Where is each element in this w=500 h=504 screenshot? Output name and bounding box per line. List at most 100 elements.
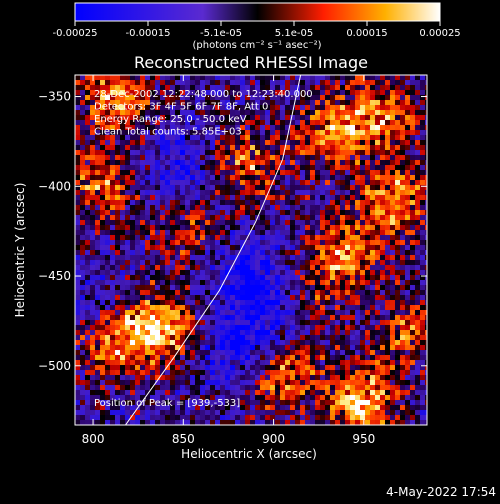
heatmap-cell — [265, 275, 271, 281]
heatmap-cell — [105, 320, 111, 326]
heatmap-cell — [230, 140, 236, 146]
heatmap-cell — [420, 280, 426, 286]
heatmap-cell — [125, 175, 131, 181]
heatmap-cell — [145, 360, 151, 366]
heatmap-cell — [350, 140, 356, 146]
heatmap-cell — [160, 415, 166, 421]
heatmap-cell — [215, 385, 221, 391]
heatmap-cell — [275, 255, 281, 261]
heatmap-cell — [95, 385, 101, 391]
heatmap-cell — [215, 265, 221, 271]
heatmap-cell — [385, 325, 391, 331]
heatmap-cell — [245, 410, 251, 416]
heatmap-cell — [415, 385, 421, 391]
heatmap-cell — [90, 175, 96, 181]
heatmap-cell — [155, 230, 161, 236]
heatmap-cell — [245, 75, 251, 81]
heatmap-cell — [175, 365, 181, 371]
heatmap-cell — [360, 245, 366, 251]
heatmap-cell — [410, 160, 416, 166]
heatmap-cell — [125, 270, 131, 276]
heatmap-cell — [260, 190, 266, 196]
heatmap-cell — [240, 235, 246, 241]
heatmap-cell — [365, 225, 371, 231]
heatmap-cell — [105, 80, 111, 86]
heatmap-cell — [285, 350, 291, 356]
heatmap-cell — [380, 240, 386, 246]
heatmap-cell — [95, 185, 101, 191]
heatmap-cell — [130, 245, 136, 251]
heatmap-cell — [260, 230, 266, 236]
heatmap-cell — [345, 200, 351, 206]
heatmap-cell — [300, 275, 306, 281]
heatmap-cell — [425, 400, 431, 406]
heatmap-cell — [225, 355, 231, 361]
heatmap-cell — [80, 405, 86, 411]
heatmap-cell — [85, 330, 91, 336]
heatmap-cell — [235, 175, 241, 181]
heatmap-cell — [220, 320, 226, 326]
heatmap-cell — [310, 385, 316, 391]
heatmap-cell — [325, 355, 331, 361]
heatmap-cell — [220, 200, 226, 206]
heatmap-cell — [260, 405, 266, 411]
heatmap-cell — [85, 180, 91, 186]
heatmap-cell — [195, 165, 201, 171]
heatmap-cell — [155, 170, 161, 176]
heatmap-cell — [265, 170, 271, 176]
heatmap-cell — [130, 315, 136, 321]
heatmap-cell — [170, 385, 176, 391]
heatmap-cell — [310, 140, 316, 146]
heatmap-cell — [425, 245, 431, 251]
heatmap-cell — [240, 210, 246, 216]
heatmap-cell — [230, 290, 236, 296]
heatmap-cell — [190, 265, 196, 271]
heatmap-cell — [210, 330, 216, 336]
heatmap-cell — [205, 150, 211, 156]
heatmap-cell — [275, 415, 281, 421]
heatmap-cell — [90, 365, 96, 371]
heatmap-cell — [225, 315, 231, 321]
heatmap-cell — [385, 190, 391, 196]
heatmap-cell — [220, 80, 226, 86]
heatmap-cell — [345, 270, 351, 276]
heatmap-cell — [380, 125, 386, 131]
heatmap-cell — [290, 415, 296, 421]
heatmap-cell — [80, 125, 86, 131]
heatmap-cell — [290, 330, 296, 336]
heatmap-cell — [80, 200, 86, 206]
heatmap-cell — [150, 320, 156, 326]
heatmap-cell — [240, 410, 246, 416]
heatmap-cell — [335, 205, 341, 211]
heatmap-cell — [195, 300, 201, 306]
heatmap-cell — [300, 125, 306, 131]
heatmap-cell — [255, 285, 261, 291]
heatmap-cell — [270, 250, 276, 256]
heatmap-cell — [400, 240, 406, 246]
heatmap-cell — [350, 330, 356, 336]
heatmap-cell — [340, 75, 346, 81]
heatmap-cell — [135, 195, 141, 201]
heatmap-cell — [300, 195, 306, 201]
heatmap-cell — [185, 180, 191, 186]
heatmap-cell — [205, 165, 211, 171]
heatmap-cell — [250, 380, 256, 386]
heatmap-cell — [265, 215, 271, 221]
heatmap-cell — [320, 205, 326, 211]
heatmap-cell — [260, 265, 266, 271]
heatmap-cell — [120, 145, 126, 151]
heatmap-cell — [170, 215, 176, 221]
heatmap-cell — [280, 165, 286, 171]
heatmap-cell — [315, 130, 321, 136]
heatmap-cell — [120, 170, 126, 176]
heatmap-cell — [125, 345, 131, 351]
heatmap-cell — [345, 265, 351, 271]
heatmap-cell — [135, 255, 141, 261]
heatmap-cell — [360, 225, 366, 231]
heatmap-cell — [85, 295, 91, 301]
heatmap-cell — [315, 350, 321, 356]
heatmap-cell — [165, 260, 171, 266]
heatmap-cell — [415, 290, 421, 296]
heatmap-cell — [220, 145, 226, 151]
heatmap-cell — [385, 350, 391, 356]
